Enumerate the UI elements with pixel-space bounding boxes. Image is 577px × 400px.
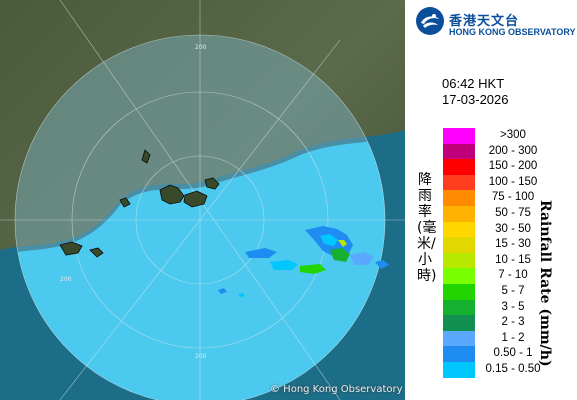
legend-swatch <box>443 252 475 269</box>
rainfall-legend: >300 200 - 300 150 - 200 100 - 150 75 - 100 5… <box>443 128 540 378</box>
unit-chinese-label: 降雨率(毫米/小時) <box>417 172 437 284</box>
legend-item: 7 - 10 <box>443 268 528 284</box>
legend-item: 100 - 150 <box>443 174 537 191</box>
legend-label: 0.15 - 0.50 <box>485 362 541 375</box>
legend-item: 0.50 - 1 <box>443 346 533 362</box>
legend-item: 2 - 3 <box>443 315 525 331</box>
legend-swatch <box>443 237 475 253</box>
legend-item: 150 - 200 <box>443 159 537 175</box>
legend-item: 1 - 2 <box>443 330 525 347</box>
legend-label: 5 - 7 <box>501 284 525 297</box>
legend-swatch <box>443 190 475 206</box>
legend-label: 1 - 2 <box>501 331 525 344</box>
legend-swatch <box>443 330 475 347</box>
hko-logo: 香港天文台 HONG KONG OBSERVATORY <box>415 6 576 40</box>
legend-item: 30 - 50 <box>443 221 531 238</box>
legend-item: 15 - 30 <box>443 237 531 253</box>
legend-item: >300 <box>443 128 526 144</box>
legend-label: 50 - 75 <box>495 206 531 219</box>
legend-swatch <box>443 159 475 175</box>
logo-english-text: HONG KONG OBSERVATORY <box>449 27 576 37</box>
legend-swatch <box>443 361 475 378</box>
legend-item: 10 - 15 <box>443 252 531 269</box>
legend-item: 0.15 - 0.50 <box>443 361 540 378</box>
legend-swatch <box>443 128 475 144</box>
unit-english-label: Rainfall Rate (mm/h) <box>537 200 553 367</box>
legend-label: 100 - 150 <box>488 175 538 188</box>
radar-map: 200 200 200 © Hong Kong Observatory <box>0 0 405 400</box>
legend-swatch <box>443 143 475 160</box>
legend-label: 0.50 - 1 <box>493 347 533 360</box>
legend-label: 30 - 50 <box>495 222 531 235</box>
legend-label: 150 - 200 <box>488 160 538 173</box>
legend-label: 3 - 5 <box>501 300 525 313</box>
range-label-south: 200 <box>195 353 207 360</box>
date-text: 17-03-2026 <box>442 92 509 107</box>
legend-swatch <box>443 268 475 284</box>
time-text: 06:42 HKT <box>442 76 505 91</box>
legend-label: 10 - 15 <box>495 253 531 266</box>
legend-label: >300 <box>500 129 526 141</box>
legend-item: 75 - 100 <box>443 190 534 206</box>
legend-item: 3 - 5 <box>443 299 525 316</box>
timestamp: 06:42 HKT 17-03-2026 <box>442 76 509 108</box>
range-label-west: 200 <box>60 276 72 283</box>
legend-label: 2 - 3 <box>501 316 525 329</box>
legend-item: 200 - 300 <box>443 143 537 160</box>
legend-label: 7 - 10 <box>498 269 528 282</box>
logo-chinese-text: 香港天文台 <box>449 14 520 29</box>
legend-swatch <box>443 283 475 300</box>
legend-item: 5 - 7 <box>443 283 525 300</box>
legend-swatch <box>443 174 475 191</box>
legend-swatch <box>443 346 475 362</box>
legend-panel: 香港天文台 HONG KONG OBSERVATORY 06:42 HKT 17… <box>405 0 577 400</box>
legend-swatch <box>443 315 475 331</box>
legend-item: 50 - 75 <box>443 205 531 222</box>
legend-swatch <box>443 299 475 316</box>
legend-label: 75 - 100 <box>491 191 535 204</box>
legend-swatch <box>443 221 475 238</box>
legend-label: 200 - 300 <box>488 144 538 157</box>
hko-emblem-icon <box>416 7 444 35</box>
range-label-north: 200 <box>195 44 207 51</box>
copyright-text: © Hong Kong Observatory <box>270 384 403 395</box>
radar-map-graphic <box>0 0 405 400</box>
legend-swatch <box>443 205 475 222</box>
legend-label: 15 - 30 <box>495 238 531 251</box>
